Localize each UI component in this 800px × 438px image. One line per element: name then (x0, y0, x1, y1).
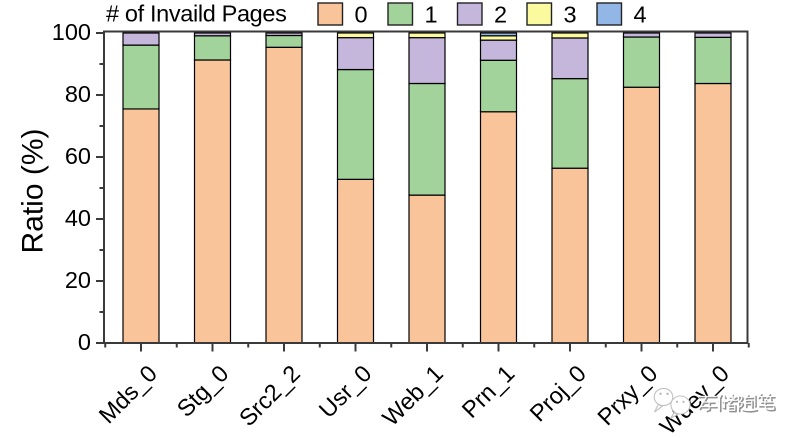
svg-text:20: 20 (65, 267, 91, 293)
svg-text:0: 0 (78, 329, 91, 355)
svg-text:Ratio (%): Ratio (%) (17, 128, 50, 253)
svg-text:2: 2 (494, 2, 507, 28)
svg-text:0: 0 (355, 2, 368, 28)
svg-text:100: 100 (52, 19, 91, 45)
svg-text:60: 60 (65, 143, 91, 169)
svg-text:40: 40 (65, 205, 91, 231)
svg-text:3: 3 (564, 2, 577, 28)
svg-text:80: 80 (65, 81, 91, 107)
svg-text:1: 1 (425, 2, 438, 28)
svg-text:# of Invaild Pages: # of Invaild Pages (106, 1, 287, 27)
svg-text:4: 4 (634, 2, 647, 28)
